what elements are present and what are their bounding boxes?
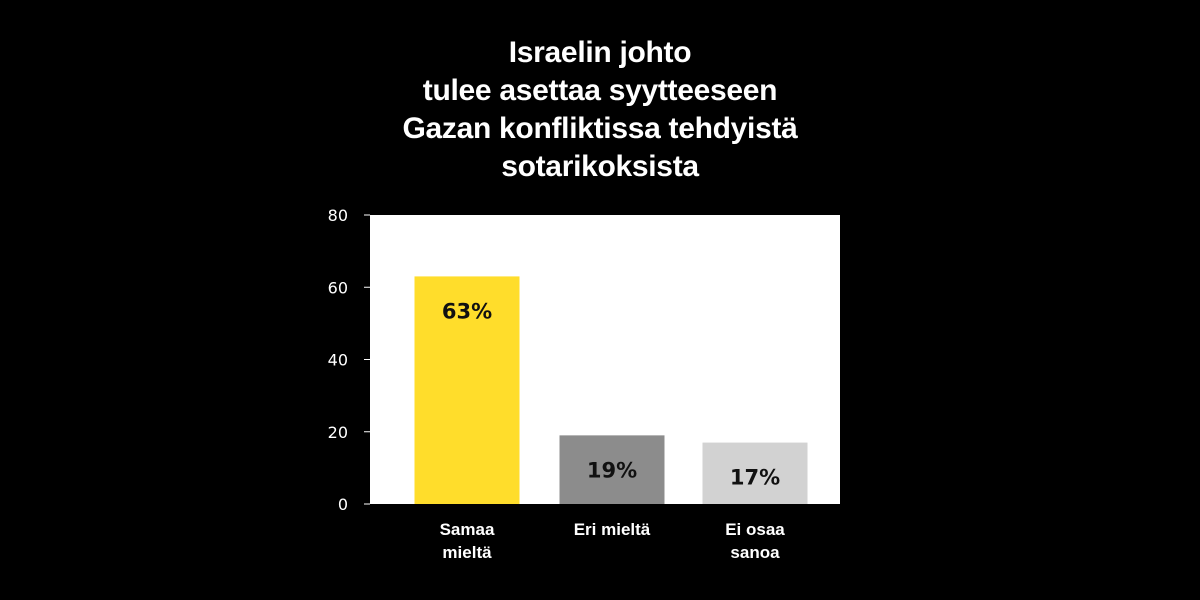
y-tick-label: 40 (328, 351, 348, 370)
y-tick-label: 20 (328, 423, 348, 442)
x-category-label: Ei osaa (725, 520, 785, 539)
x-category-label: mieltä (442, 543, 492, 562)
bar-value-label: 17% (730, 466, 780, 490)
chart-title-line: sotarikoksista (501, 150, 699, 183)
bar (414, 276, 520, 504)
y-tick-label: 80 (328, 206, 348, 225)
y-tick-label: 0 (338, 495, 348, 514)
y-tick-label: 60 (328, 278, 348, 297)
x-category-label: Eri mieltä (574, 520, 651, 539)
bar (702, 442, 808, 504)
bar-value-label: 19% (587, 458, 637, 482)
chart-title-line: tulee asettaa syytteeseen (422, 74, 778, 107)
chart-title: Israelin johto tulee asettaa syytteeseen… (0, 34, 1200, 186)
bar (559, 435, 665, 504)
x-category-label: sanoa (730, 543, 780, 562)
chart-title-line: Gazan konfliktissa tehdyistä (402, 112, 798, 145)
chart-title-line: Israelin johto (508, 36, 692, 69)
x-category-label: Samaa (440, 520, 495, 539)
bar-value-label: 63% (442, 299, 492, 323)
